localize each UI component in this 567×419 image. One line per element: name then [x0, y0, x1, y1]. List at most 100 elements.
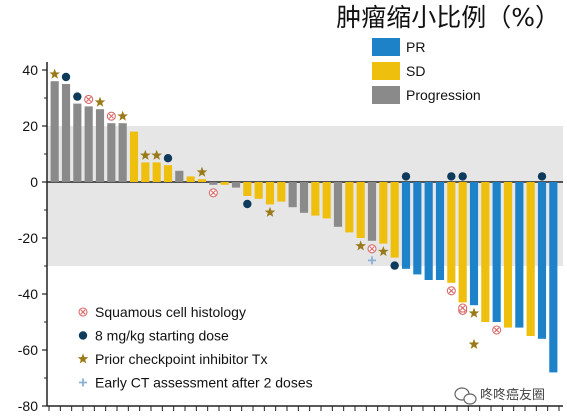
legend-swatch-pr — [372, 38, 400, 56]
y-tick-label: -40 — [18, 286, 38, 302]
squamous-cross — [108, 113, 114, 119]
bar — [390, 182, 399, 258]
marker-legend-label: Squamous cell histology — [95, 304, 246, 320]
prior-marker — [94, 96, 106, 107]
bar — [435, 182, 445, 280]
chart-title: 肿瘤缩小比例（%） — [336, 3, 560, 32]
bar — [141, 162, 150, 182]
squamous-cross — [86, 96, 92, 102]
squamous-marker — [208, 188, 218, 198]
prior-marker — [378, 246, 389, 257]
bar — [220, 182, 229, 185]
bar — [84, 106, 93, 182]
bar — [322, 182, 331, 219]
prior-marker — [468, 307, 480, 318]
marker-legend-label: Prior checkpoint inhibitor Tx — [95, 351, 267, 367]
legend-label-progression: Progression — [406, 87, 481, 103]
squamous-marker — [492, 325, 502, 335]
squamous-cross — [369, 246, 375, 252]
watermark: 咚咚癌友圈 — [454, 387, 545, 405]
bar — [333, 182, 343, 227]
prior-marker — [196, 166, 208, 177]
dose-marker — [458, 172, 467, 181]
y-tick-label: -80 — [18, 398, 38, 414]
dose-marker — [61, 72, 71, 82]
legend-label-sd: SD — [406, 63, 425, 79]
bar — [481, 182, 490, 322]
squamous-cross — [494, 327, 500, 333]
prior-marker — [49, 68, 60, 79]
bar — [413, 182, 422, 275]
watermark-label: 咚咚癌友圈 — [480, 387, 545, 403]
status-legend: PR SD Progression — [372, 38, 481, 104]
bar — [379, 182, 388, 244]
prior-marker — [468, 338, 480, 349]
bar — [367, 182, 377, 241]
y-tick-label: 20 — [22, 118, 38, 134]
squamous-cross — [210, 190, 216, 196]
dose-marker — [447, 172, 456, 181]
prior-marker — [151, 149, 162, 160]
bars-layer — [50, 81, 558, 373]
bar — [186, 176, 195, 182]
bar — [311, 182, 320, 216]
bar — [197, 179, 207, 182]
squamous-cross — [80, 309, 86, 315]
dose-marker — [537, 172, 547, 181]
bar — [163, 165, 173, 182]
prior-marker — [355, 240, 366, 251]
bar — [61, 84, 71, 182]
bar — [243, 182, 252, 196]
bar — [50, 81, 59, 182]
bar — [95, 109, 105, 182]
squamous-marker — [84, 94, 94, 104]
bar — [424, 182, 433, 280]
dose-marker — [243, 199, 252, 209]
markers-layer — [49, 68, 547, 349]
squamous-cross — [448, 288, 454, 294]
dose-marker — [390, 261, 399, 270]
bar — [118, 123, 127, 182]
dose-marker — [401, 172, 411, 181]
marker-legend: Squamous cell histology 8 mg/kg starting … — [77, 304, 313, 391]
legend-label-pr: PR — [406, 39, 425, 55]
y-tick-label: -60 — [18, 342, 38, 358]
bar — [231, 182, 241, 188]
bar — [277, 182, 286, 202]
y-tick-label: -20 — [18, 230, 38, 246]
squamous-legend-icon — [78, 307, 88, 317]
bar — [537, 182, 547, 339]
bar — [175, 170, 184, 182]
legend-swatch-progression — [372, 86, 400, 104]
dose-legend-icon — [78, 331, 88, 340]
bar — [265, 182, 275, 205]
bar — [209, 182, 218, 185]
bar — [107, 123, 116, 182]
bar — [458, 182, 467, 303]
legend-swatch-sd — [372, 62, 400, 80]
bar — [492, 182, 501, 322]
bar — [447, 182, 456, 283]
bar — [152, 162, 161, 182]
prior-legend-icon — [77, 353, 89, 364]
bar — [129, 131, 139, 182]
bar — [526, 182, 535, 336]
early_ct-marker — [368, 256, 376, 265]
marker-legend-label: 8 mg/kg starting dose — [95, 328, 229, 344]
bar — [73, 103, 82, 182]
prior-marker — [264, 206, 276, 217]
squamous-marker — [458, 303, 468, 313]
bar — [299, 182, 309, 213]
bar — [401, 182, 411, 269]
wechat-logo-icon — [454, 387, 477, 405]
bar — [515, 182, 524, 328]
y-tick-label: 40 — [22, 62, 38, 78]
dose-marker — [163, 154, 173, 163]
bar — [549, 182, 558, 373]
dose-marker — [73, 92, 82, 101]
y-tick-label: 0 — [30, 174, 38, 190]
bar — [503, 182, 513, 328]
bar — [288, 182, 297, 208]
bar — [345, 182, 354, 233]
